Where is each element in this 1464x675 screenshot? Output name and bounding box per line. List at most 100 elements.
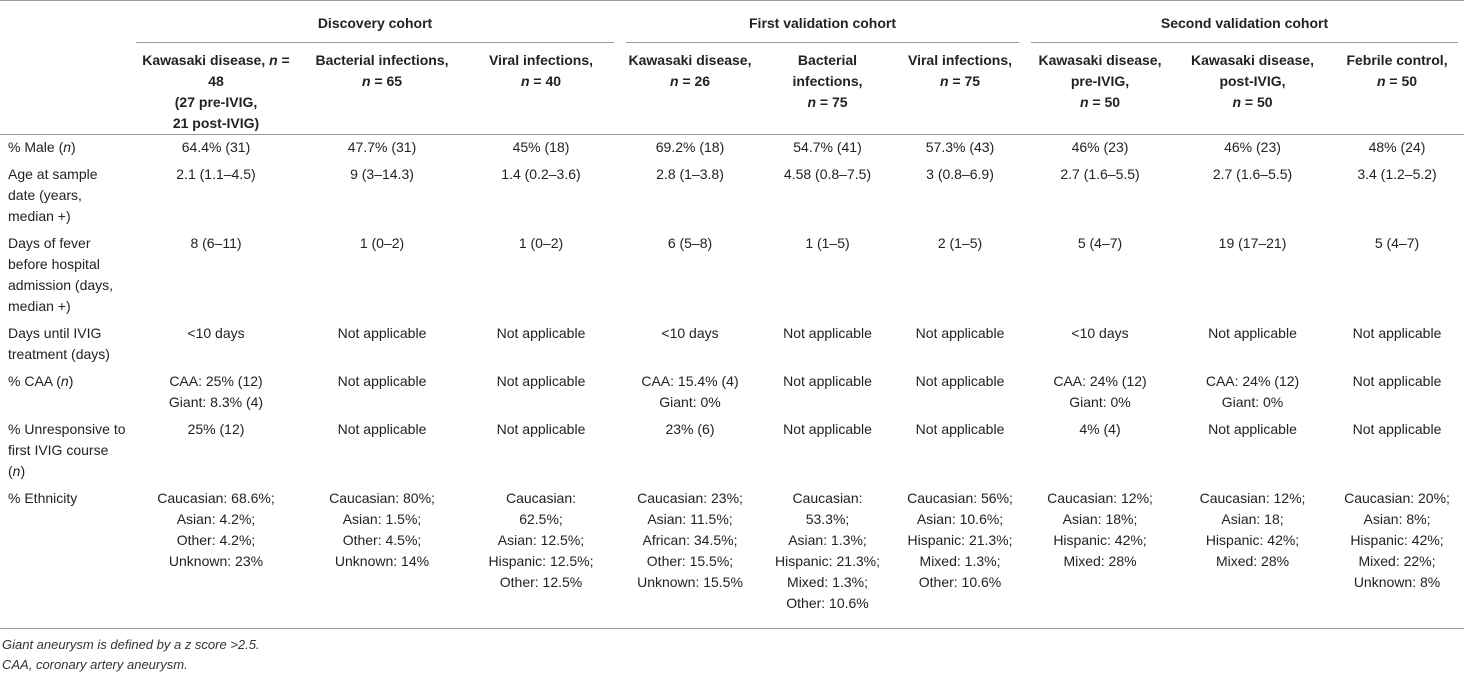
cell-line: Caucasian: [792, 490, 863, 506]
cell-line: Bacterial infections, [315, 52, 449, 68]
cell-line: Unknown: 14% [334, 553, 430, 569]
table-cell: Not applicable [496, 325, 586, 341]
cell-line: Other: 4.2%; [176, 532, 256, 548]
table-body: % Male (n) 64.4% (31) 47.7% (31) 45% (18) 69… [0, 135, 1464, 629]
cell-line: Bacterial [797, 52, 858, 68]
table-row: % Male (n) 64.4% (31) 47.7% (31) 45% (18) 69… [0, 135, 1464, 163]
cell-line: Caucasian: 68.6%; [157, 490, 275, 506]
cell-line: Mixed: 28% [1063, 553, 1137, 569]
cell-line: Giant: 0% [659, 394, 721, 410]
cell-line: Asian: 1.5%; [342, 511, 422, 527]
cell-line: n = 75 [939, 73, 981, 89]
table-cell: 1 (0–2) [518, 235, 564, 251]
cell-line: n = 50 [1232, 94, 1273, 110]
table-cell: 8 (6–11) [190, 235, 242, 251]
cell-line: 21 post-IVIG) [172, 115, 260, 131]
table-cell: <10 days [187, 325, 245, 341]
table-cell: Caucasian: 20%; Asian: 8%; Hispanic: 42%; M… [1330, 486, 1464, 629]
column-header: Kawasaki disease, n = 26 [620, 46, 760, 135]
table-cell: Not applicable [915, 421, 1005, 437]
table-cell: CAA: 24% (12) Giant: 0% [1175, 369, 1330, 417]
cell-line: n = 40 [520, 73, 562, 89]
cell-line: Giant: 0% [1221, 394, 1284, 410]
table-cell: Caucasian: 12%; Asian: 18; Hispanic: 42%; M… [1175, 486, 1331, 629]
cell-line: Asian: 10.6%; [916, 511, 1004, 527]
cell-line: Kawasaki disease, [1191, 52, 1314, 68]
cell-line: Asian: 11.5%; [647, 511, 733, 527]
cell-line: Other: 12.5% [499, 574, 583, 590]
table-cell: 54.7% (41) [793, 139, 862, 155]
cell-line: Caucasian: 12%; [1199, 490, 1306, 506]
column-header: Viral infections, n = 75 [895, 46, 1026, 135]
column-header: Viral infections, n = 40 [462, 46, 620, 135]
cell-line: CAA: 15.4% (4) [641, 373, 739, 389]
table-cell: 2.8 (1–3.8) [656, 166, 724, 182]
table-cell: Not applicable [915, 373, 1005, 389]
table-cell: 2.7 (1.6–5.5) [1212, 166, 1293, 182]
cell-line: Hispanic: 21.3%; [907, 532, 1013, 548]
cell-line: Hispanic: 42%; [1205, 532, 1300, 548]
table-cell: Not applicable [1352, 373, 1442, 389]
table-cell: 19 (17–21) [1218, 235, 1287, 251]
table-cell: 1 (1–5) [805, 235, 850, 251]
cell-line: Unknown: 15.5% [637, 574, 743, 590]
group-label: First validation cohort [626, 13, 1020, 43]
table-cell: 64.4% (31) [181, 139, 251, 155]
table-cell: Not applicable [496, 373, 586, 389]
table-cell: Not applicable [337, 421, 427, 437]
row-label: % Ethnicity [0, 486, 130, 629]
cell-line: Giant: 8.3% (4) [168, 394, 264, 410]
table-row: Days until IVIG treatment (days) <10 days… [0, 321, 1464, 369]
table-cell: Not applicable [783, 421, 872, 437]
table-cell: Not applicable [1208, 325, 1297, 341]
row-label: Age at sample date (years, median +) [8, 166, 98, 224]
table-cell: Not applicable [915, 325, 1005, 341]
cell-line: Caucasian: [505, 490, 577, 506]
cell-line: Unknown: 8% [1353, 574, 1441, 590]
table-cell: 1 (0–2) [359, 235, 405, 251]
cell-line: Mixed: 1.3%; [787, 574, 868, 590]
table-cell: 57.3% (43) [925, 139, 995, 155]
cell-line: Caucasian: 20%; [1344, 490, 1450, 506]
data-table: Discovery cohort First validation cohort… [0, 0, 1464, 629]
table-cell: 45% (18) [512, 139, 570, 155]
cell-line: Kawasaki disease, n = 26 [628, 52, 752, 89]
table-cell: Not applicable [1208, 421, 1297, 437]
footnote: CAA, coronary artery aneurysm. [2, 657, 188, 672]
cell-line: Mixed: 28% [1215, 553, 1290, 569]
table-row: % Unresponsive to first IVIG course (n) 2… [0, 417, 1464, 486]
group-label: Discovery cohort [136, 13, 614, 43]
row-label: % CAA (n) [8, 373, 74, 389]
table-cell: 46% (23) [1071, 139, 1129, 155]
cell-line: pre-IVIG, [1070, 73, 1130, 89]
cell-line: Mixed: 22%; [1358, 553, 1436, 569]
cell-line: Asian: 18%; [1062, 511, 1138, 527]
table-cell: 4% (4) [1079, 421, 1121, 437]
cell-line: n = 50 [1079, 94, 1121, 110]
table-cell: CAA: 24% (12) Giant: 0% [1025, 369, 1175, 417]
cell-line: n = 65 [361, 73, 403, 89]
table-row: % CAA (n) CAA: 25% (12) Giant: 8.3% (4) Not… [0, 369, 1464, 417]
footnotes: Giant aneurysm is defined by a z score >… [0, 629, 1464, 675]
row-label: % Male (n) [8, 139, 76, 155]
table-cell: Not applicable [337, 373, 427, 389]
table-cell: Not applicable [783, 373, 872, 389]
cell-line: Kawasaki disease, [1038, 52, 1162, 68]
cell-line: Kawasaki disease, n = 48 [142, 52, 290, 89]
row-label: % Unresponsive to first IVIG course (n) [8, 421, 126, 479]
cell-line: CAA: 24% (12) [1053, 373, 1147, 389]
table-cell: Caucasian: 23%; Asian: 11.5%; African: 34.… [620, 486, 760, 629]
group-header: First validation cohort [620, 1, 1025, 47]
table-cell: 3.4 (1.2–5.2) [1357, 166, 1437, 182]
cell-line: African: 34.5%; [642, 532, 738, 548]
table-cell: 5 (4–7) [1374, 235, 1420, 251]
column-header: Febrile control, n = 50 [1330, 46, 1464, 135]
table-cell: Caucasian: 62.5%; Asian: 12.5%; Hispanic: 1… [462, 486, 620, 629]
cell-line: infections, [792, 73, 863, 89]
table-cell: Not applicable [783, 325, 872, 341]
cell-line: CAA: 24% (12) [1205, 373, 1300, 389]
footnote: Giant aneurysm is defined by a z score >… [2, 637, 260, 652]
cell-line: Hispanic: 42%; [1350, 532, 1444, 548]
group-header-row: Discovery cohort First validation cohort… [0, 1, 1464, 47]
